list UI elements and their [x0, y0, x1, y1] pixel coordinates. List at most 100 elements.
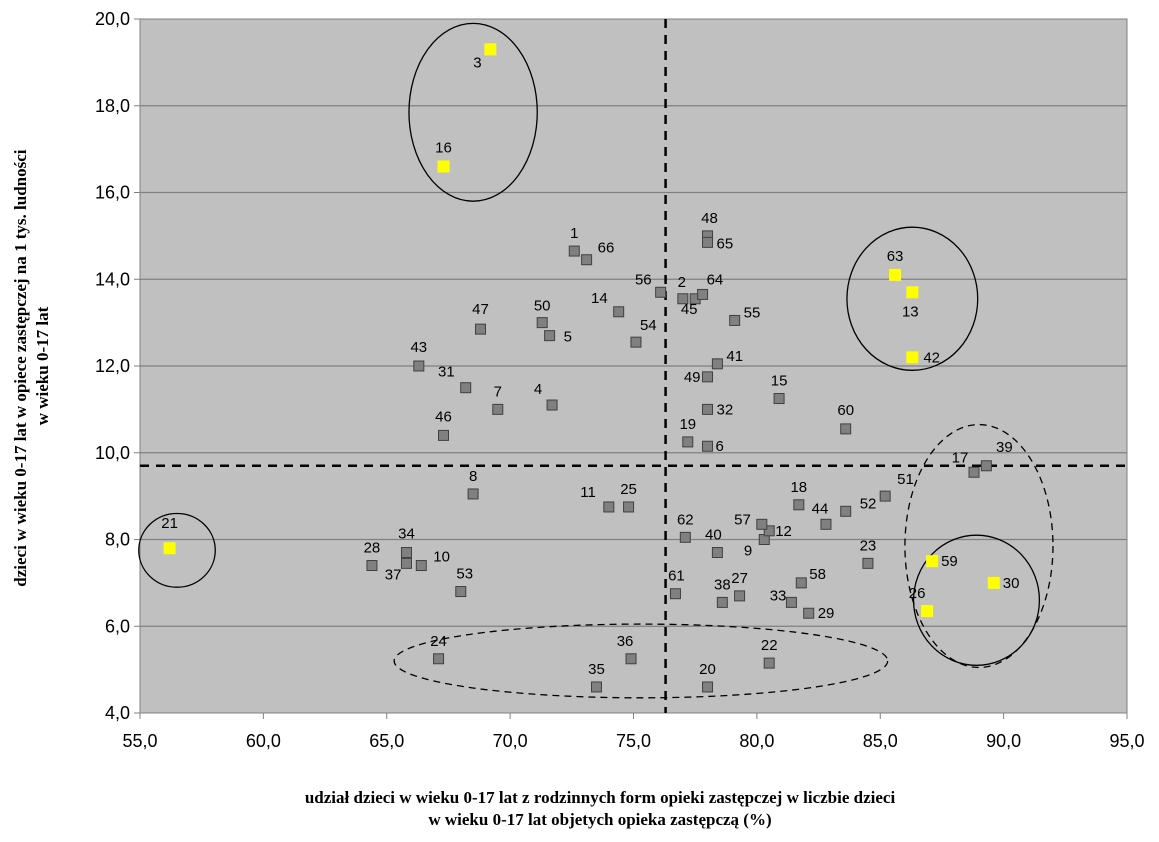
- data-point-highlight: [437, 160, 450, 173]
- y-tick-label: 18,0: [95, 96, 130, 116]
- point-label: 34: [398, 526, 415, 543]
- point-label: 9: [744, 543, 752, 560]
- x-tick-label: 55,0: [122, 731, 157, 751]
- point-label: 4: [534, 381, 542, 398]
- data-point: [475, 323, 487, 335]
- data-point: [679, 531, 691, 543]
- data-point: [544, 330, 556, 342]
- point-label: 65: [717, 235, 734, 252]
- data-point: [467, 488, 479, 500]
- data-point: [968, 466, 980, 478]
- point-label: 26: [909, 585, 926, 602]
- point-label: 59: [941, 553, 958, 570]
- data-point: [763, 657, 775, 669]
- y-axis-label-line-2: w wieku 0-17 lat: [33, 306, 52, 425]
- x-tick-label: 90,0: [986, 731, 1021, 751]
- point-label: 15: [771, 373, 788, 390]
- point-label: 42: [923, 349, 940, 366]
- y-tick-label: 12,0: [95, 356, 130, 376]
- point-label: 6: [716, 438, 724, 455]
- point-label: 1: [570, 225, 578, 242]
- data-point: [879, 490, 891, 502]
- data-point: [711, 547, 723, 559]
- data-point: [603, 501, 615, 513]
- data-point: [366, 560, 378, 572]
- data-point: [568, 245, 580, 257]
- point-label: 16: [435, 139, 452, 156]
- dashed-ellipse: [904, 423, 1054, 669]
- data-point: [820, 518, 832, 530]
- data-point: [793, 499, 805, 511]
- point-label: 30: [1003, 575, 1020, 592]
- point-label: 38: [714, 576, 731, 593]
- data-point-highlight: [163, 542, 176, 555]
- data-point: [415, 560, 427, 572]
- x-tick-label: 80,0: [739, 731, 774, 751]
- data-point-highlight: [921, 605, 934, 618]
- point-label: 31: [438, 364, 455, 381]
- x-axis-label-line-1: udział dzieci w wieku 0-17 lat z rodzinn…: [304, 788, 896, 807]
- point-label: 49: [684, 369, 701, 386]
- point-label: 40: [705, 527, 722, 544]
- data-point: [655, 286, 667, 298]
- point-label: 14: [591, 290, 608, 307]
- annotation-ellipses: [138, 22, 1054, 699]
- point-label: 7: [494, 383, 502, 400]
- point-label: 47: [472, 301, 489, 318]
- data-point-highlight: [987, 576, 1000, 589]
- y-tick-label: 10,0: [95, 443, 130, 463]
- x-tick-label: 60,0: [246, 731, 281, 751]
- point-label: 53: [456, 566, 473, 583]
- dashed-ellipse: [393, 623, 889, 699]
- point-label: 52: [860, 495, 877, 512]
- gridlines: [134, 18, 1128, 719]
- x-tick-label: 85,0: [863, 731, 898, 751]
- data-point: [702, 236, 714, 248]
- point-label: 2: [678, 274, 686, 291]
- point-label: 60: [837, 402, 854, 419]
- data-point: [677, 293, 689, 305]
- point-label: 62: [677, 511, 694, 528]
- data-point: [734, 590, 746, 602]
- point-label: 19: [679, 416, 696, 433]
- point-label: 32: [717, 401, 734, 418]
- data-point: [669, 588, 681, 600]
- y-axis-ticks: 4,0 6,0 8,0 10,0 12,0 14,0 16,0 18,0 20,0: [95, 9, 130, 723]
- point-label: 50: [534, 298, 551, 315]
- point-label: 66: [598, 240, 615, 257]
- x-tick-label: 65,0: [369, 731, 404, 751]
- point-label: 51: [897, 471, 914, 488]
- point-label: 41: [726, 348, 743, 365]
- point-labels: 1234567891011121314151617181920212223242…: [161, 54, 1019, 678]
- data-point: [840, 423, 852, 435]
- data-point: [803, 607, 815, 619]
- point-label: 39: [996, 439, 1013, 456]
- data-point: [413, 360, 425, 372]
- point-label: 11: [580, 484, 596, 501]
- data-point: [630, 336, 642, 348]
- point-label: 22: [761, 637, 778, 654]
- data-point: [438, 429, 450, 441]
- point-label: 44: [812, 500, 829, 517]
- point-label: 57: [734, 511, 751, 528]
- solid-ellipse: [408, 22, 538, 202]
- y-axis-label: dzieci w wieku 0-17 lat w opiece zastępc…: [11, 145, 52, 586]
- data-point-highlight: [889, 268, 902, 281]
- point-label: 55: [744, 304, 761, 321]
- data-point-highlight: [926, 555, 939, 568]
- data-point: [716, 596, 728, 608]
- point-label: 63: [887, 248, 904, 265]
- point-label: 64: [707, 271, 724, 288]
- x-tick-label: 75,0: [616, 731, 651, 751]
- point-label: 25: [620, 481, 637, 498]
- x-axis-label: udział dzieci w wieku 0-17 lat z rodzinn…: [100, 787, 1100, 831]
- data-point: [625, 653, 637, 665]
- point-label: 28: [364, 540, 381, 557]
- solid-ellipse: [912, 534, 1041, 666]
- data-point: [613, 306, 625, 318]
- reference-lines: [140, 19, 1127, 713]
- data-points: [163, 43, 1000, 693]
- x-tick-label: 70,0: [493, 731, 528, 751]
- data-point: [546, 399, 558, 411]
